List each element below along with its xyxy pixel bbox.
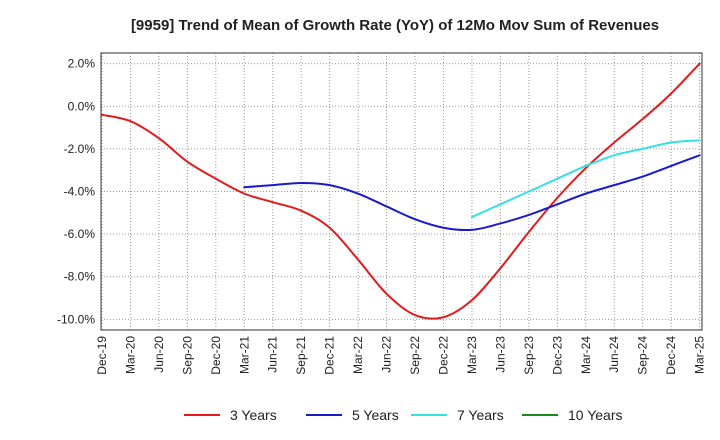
y-tick-label: 0.0% xyxy=(68,99,96,113)
legend-label-3-years: 3 Years xyxy=(230,407,277,423)
x-tick-label: Mar-22 xyxy=(351,336,365,374)
plot-frame xyxy=(100,52,703,331)
y-tick-label: -8.0% xyxy=(64,270,96,284)
y-tick-label: -10.0% xyxy=(57,312,95,326)
series-lines xyxy=(101,62,701,320)
x-tick-label: Sep-21 xyxy=(294,336,308,375)
series-line-5-years xyxy=(243,154,701,232)
x-tick-label: Jun-20 xyxy=(152,336,166,373)
x-tick-label: Sep-23 xyxy=(522,336,536,375)
x-tick-label: Dec-23 xyxy=(550,336,564,375)
y-axis: 2.0% 0.0% -2.0% -4.0% -6.0% -8.0% -10.0% xyxy=(57,57,95,327)
x-tick-label: Mar-25 xyxy=(693,336,707,374)
x-tick-label: Jun-24 xyxy=(607,336,621,373)
x-tick-label: Dec-22 xyxy=(436,336,450,375)
x-tick-label: Mar-24 xyxy=(579,336,593,374)
x-tick-label: Jun-23 xyxy=(493,336,507,373)
y-tick-label: -6.0% xyxy=(64,227,96,241)
y-tick-label: -2.0% xyxy=(64,142,96,156)
x-tick-label: Jun-21 xyxy=(266,336,280,373)
x-axis: Dec-19 Mar-20 Jun-20 Sep-20 Dec-20 Mar-21 Jun-… xyxy=(95,336,707,375)
x-tick-label: Jun-22 xyxy=(380,336,394,373)
x-tick-label: Mar-23 xyxy=(465,336,479,374)
x-tick-label: Sep-24 xyxy=(636,336,650,375)
series-line-3-years xyxy=(101,62,701,320)
x-tick-label: Sep-20 xyxy=(180,336,194,375)
chart-title: [9959] Trend of Mean of Growth Rate (YoY… xyxy=(131,17,659,34)
plot-border xyxy=(100,52,703,331)
series-line-7-years xyxy=(470,139,701,219)
legend-label-7-years: 7 Years xyxy=(457,407,504,423)
x-tick-label: Dec-24 xyxy=(664,336,678,375)
y-tick-label: 2.0% xyxy=(68,57,96,71)
x-tick-label: Dec-20 xyxy=(209,336,223,375)
x-tick-label: Mar-21 xyxy=(237,336,251,374)
x-tick-label: Dec-21 xyxy=(323,336,337,375)
grid xyxy=(101,53,702,330)
x-tick-label: Dec-19 xyxy=(95,336,109,375)
legend-label-5-years: 5 Years xyxy=(352,407,399,423)
y-tick-label: -4.0% xyxy=(64,185,96,199)
x-tick-label: Sep-22 xyxy=(408,336,422,375)
legend: 3 Years 5 Years 7 Years 10 Years xyxy=(184,407,623,423)
legend-label-10-years: 10 Years xyxy=(568,407,623,423)
x-tick-label: Mar-20 xyxy=(123,336,137,374)
